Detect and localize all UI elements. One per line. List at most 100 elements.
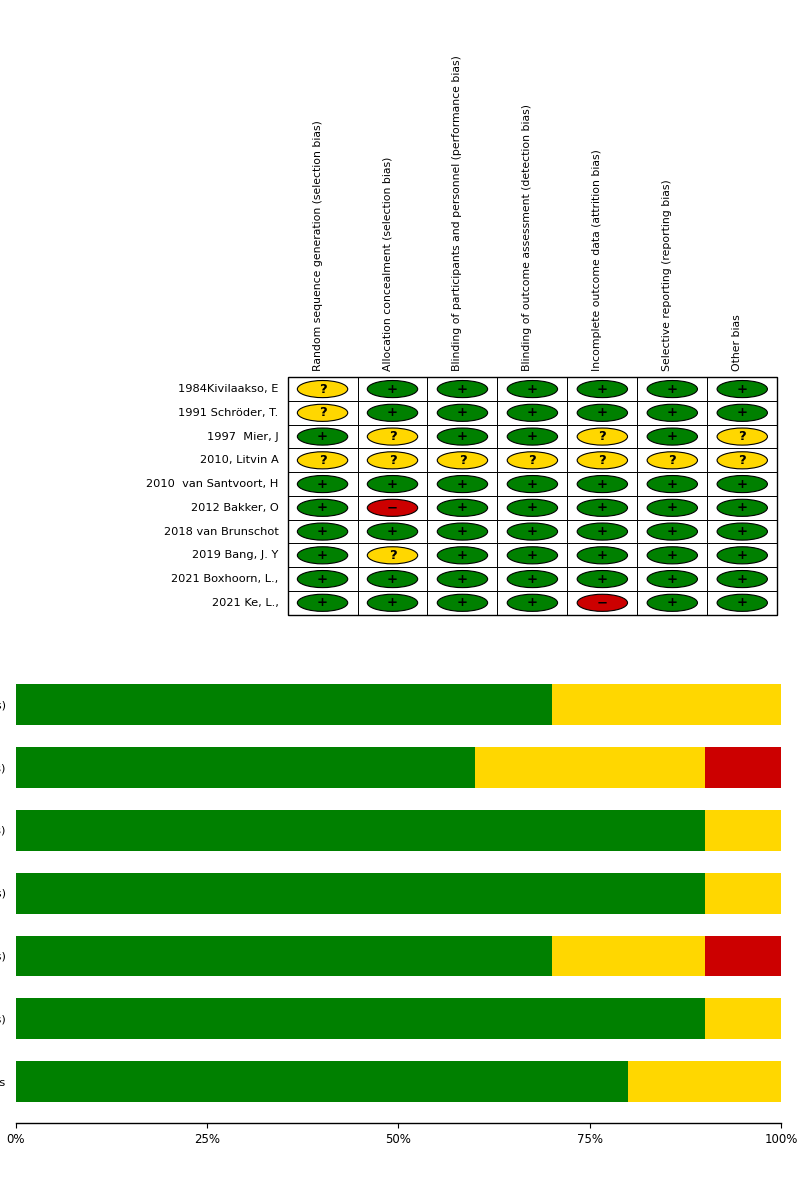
Text: 1997  Mier, J: 1997 Mier, J [206,431,278,442]
Ellipse shape [717,547,768,564]
Bar [707,448,777,472]
Ellipse shape [438,522,488,540]
Bar [427,424,497,448]
Ellipse shape [507,475,558,493]
Bar [358,544,427,567]
Text: ?: ? [528,454,536,467]
Text: +: + [667,383,677,396]
Text: +: + [667,548,677,561]
Ellipse shape [717,428,768,446]
Text: +: + [527,548,538,561]
Bar [427,591,497,615]
Ellipse shape [367,428,418,446]
Ellipse shape [577,571,627,587]
Ellipse shape [507,404,558,421]
Text: +: + [597,383,608,396]
Ellipse shape [717,595,768,611]
Bar [638,544,707,567]
Bar [567,448,638,472]
Bar [427,401,497,424]
Text: +: + [597,407,608,420]
Bar [427,377,497,401]
Text: +: + [457,548,468,561]
Ellipse shape [577,452,627,469]
Ellipse shape [367,404,418,421]
Ellipse shape [297,522,347,540]
Bar [16,999,705,1039]
Text: ?: ? [389,454,396,467]
Text: +: + [317,430,328,443]
Ellipse shape [367,547,418,564]
Ellipse shape [297,475,347,493]
Text: +: + [736,478,748,491]
Ellipse shape [577,547,627,564]
Text: +: + [317,501,328,514]
Bar [705,872,781,914]
Text: +: + [597,525,608,538]
Text: +: + [457,572,468,585]
Bar [497,544,567,567]
Text: +: + [667,572,677,585]
Ellipse shape [717,499,768,517]
Bar [567,377,638,401]
Text: +: + [457,596,468,609]
Ellipse shape [438,571,488,587]
Text: +: + [597,478,608,491]
Bar [288,567,358,591]
Bar [638,472,707,496]
Ellipse shape [647,404,697,421]
Ellipse shape [507,547,558,564]
Bar [638,520,707,544]
Text: +: + [457,478,468,491]
Ellipse shape [367,499,418,517]
Ellipse shape [297,571,347,587]
Ellipse shape [717,452,768,469]
Bar [705,810,781,851]
Text: +: + [736,572,748,585]
Text: +: + [527,572,538,585]
Ellipse shape [647,381,697,397]
Ellipse shape [577,595,627,611]
Text: +: + [736,596,748,609]
Ellipse shape [647,595,697,611]
Text: +: + [736,548,748,561]
Ellipse shape [577,499,627,517]
Ellipse shape [577,381,627,397]
Bar [288,520,358,544]
Text: +: + [317,525,328,538]
Bar [497,472,567,496]
Text: +: + [667,430,677,443]
Bar [288,472,358,496]
Bar [288,377,777,615]
Text: +: + [457,525,468,538]
Bar [497,567,567,591]
Text: +: + [387,383,398,396]
Ellipse shape [297,428,347,446]
Text: +: + [527,430,538,443]
Bar [567,472,638,496]
Ellipse shape [297,381,347,397]
Text: ?: ? [738,430,746,443]
Text: +: + [387,407,398,420]
Bar [497,424,567,448]
Text: +: + [317,548,328,561]
Ellipse shape [367,522,418,540]
Text: +: + [317,478,328,491]
Text: 2010, Litvin A: 2010, Litvin A [199,455,278,466]
Ellipse shape [438,475,488,493]
Ellipse shape [577,428,627,446]
Bar [16,810,705,851]
Bar [358,472,427,496]
Text: +: + [387,478,398,491]
Text: +: + [736,501,748,514]
Bar [427,496,497,520]
Text: ?: ? [738,454,746,467]
Text: ?: ? [389,430,396,443]
Bar [16,747,475,788]
Ellipse shape [507,595,558,611]
Ellipse shape [438,428,488,446]
Ellipse shape [717,404,768,421]
Ellipse shape [647,475,697,493]
Text: +: + [317,596,328,609]
Text: ?: ? [599,430,607,443]
